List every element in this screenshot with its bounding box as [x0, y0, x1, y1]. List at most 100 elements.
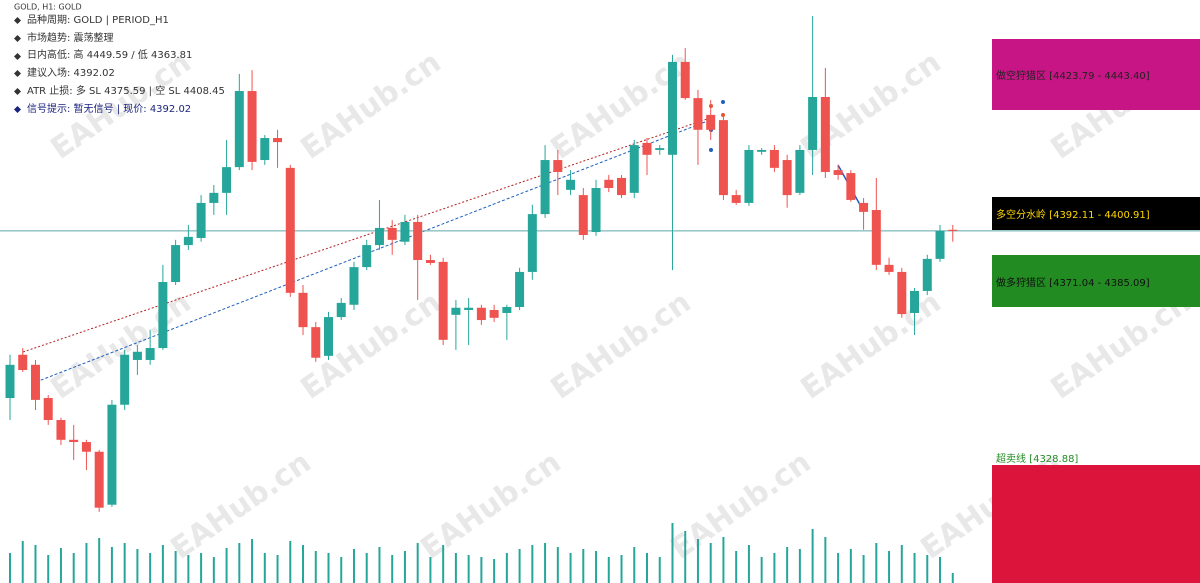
candle-body — [222, 167, 232, 193]
candle-body — [209, 192, 219, 203]
candle-body — [120, 354, 130, 405]
bullet-shape — [14, 35, 21, 43]
candle-body — [476, 307, 486, 321]
candle-body — [234, 91, 244, 168]
candle-body — [387, 227, 397, 240]
candle-body — [94, 451, 104, 508]
bullet-shape — [14, 105, 21, 113]
candle-body — [298, 292, 308, 328]
candle-body — [846, 173, 856, 200]
watermark: EAHub.cn — [665, 445, 818, 567]
bullet-shape — [14, 17, 21, 25]
bullet — [14, 52, 21, 60]
watermark: EAHub.cn — [795, 285, 948, 407]
candle-body — [515, 271, 525, 308]
candle-body — [260, 138, 270, 161]
candle-body — [948, 229, 958, 231]
candle-body — [718, 120, 728, 196]
candle-body — [400, 221, 410, 242]
info-line: 建议入场: 4392.02 — [14, 65, 225, 83]
candle-body — [311, 327, 321, 358]
info-text: 日内高低: 高 4449.59 / 低 4363.81 — [27, 50, 193, 62]
candle-body — [464, 307, 474, 310]
candle-body — [158, 282, 168, 349]
candle-body — [527, 214, 537, 272]
candle-body — [69, 439, 79, 443]
candle-body — [30, 364, 40, 400]
candle-body — [374, 227, 384, 246]
bullet-shape — [14, 70, 21, 78]
info-line: 信号提示: 暂无信号 | 现价: 4392.02 — [14, 101, 225, 119]
candle-body — [897, 271, 907, 315]
bullet — [14, 88, 21, 96]
candle-body — [285, 167, 295, 293]
candle-body — [171, 245, 181, 283]
info-text: 市场趋势: 震荡整理 — [27, 32, 114, 44]
candle-body — [680, 61, 690, 99]
trend-line — [22, 117, 711, 353]
watermark: EAHub.cn — [295, 45, 448, 167]
candle-body — [132, 351, 142, 360]
bullet — [14, 17, 21, 25]
candle-body — [782, 160, 792, 196]
candle-body — [324, 317, 333, 356]
info-line: 日内高低: 高 4449.59 / 低 4363.81 — [14, 47, 225, 65]
candle-body — [642, 142, 652, 155]
candle-body — [922, 258, 932, 291]
candle-body — [795, 149, 805, 193]
candle-body — [591, 188, 601, 233]
zone-label: 做多狩猎区 [4371.04 - 4385.09] — [992, 255, 1200, 307]
candle-body — [451, 307, 461, 315]
bullet — [14, 35, 21, 43]
info-text: ATR 止损: 多 SL 4375.59 | 空 SL 4408.45 — [27, 85, 225, 97]
candle-body — [871, 210, 881, 265]
candle-body — [43, 398, 53, 421]
candle-body — [617, 177, 627, 196]
info-line: 品种周期: GOLD | PERIOD_H1 — [14, 12, 225, 30]
info-line: ATR 止损: 多 SL 4375.59 | 空 SL 4408.45 — [14, 83, 225, 101]
candle-body — [349, 267, 359, 305]
info-text: 品种周期: GOLD | PERIOD_H1 — [27, 15, 169, 26]
candle-body — [56, 420, 66, 440]
candle-body — [706, 114, 716, 130]
candle-body — [731, 195, 741, 203]
candle-body — [769, 149, 779, 168]
candle-body — [935, 230, 945, 259]
candle-body — [693, 98, 703, 130]
candle-body — [884, 264, 894, 272]
bullet — [14, 70, 21, 78]
watermark: EAHub.cn — [795, 45, 948, 167]
candle-body — [273, 138, 283, 143]
candle-body — [859, 202, 869, 212]
candle-body — [833, 170, 843, 175]
watermark: EAHub.cn — [165, 445, 318, 567]
candle-body — [196, 202, 206, 238]
candle-body — [502, 307, 512, 313]
candle-body — [553, 160, 563, 172]
candle-body — [107, 404, 117, 505]
info-panel: 品种周期: GOLD | PERIOD_H1 市场趋势: 震荡整理日内高低: 高 … — [14, 12, 225, 118]
candle-body — [5, 364, 15, 399]
candle-body — [667, 61, 677, 155]
candle-body — [425, 260, 435, 263]
candle-body — [438, 261, 448, 340]
zone-label: 多空分水岭 [4392.11 - 4400.91] — [992, 197, 1200, 230]
bullet-shape — [14, 88, 21, 96]
candle-body — [145, 348, 155, 360]
zone-box — [992, 465, 1200, 583]
candle-body — [489, 309, 499, 318]
candle-body — [413, 221, 423, 260]
candle-body — [820, 96, 830, 172]
candle-body — [540, 160, 550, 215]
candle-body — [247, 91, 257, 162]
candle-body — [655, 148, 665, 150]
bullet-shape — [14, 52, 21, 60]
candle-body — [629, 145, 639, 193]
candle-body — [910, 290, 920, 313]
chart-title: GOLD, H1: GOLD — [14, 3, 82, 12]
candle-body — [757, 149, 767, 152]
candle-body — [18, 354, 28, 371]
bullet — [14, 105, 21, 113]
zone-label: 做空狩猎区 [4423.79 - 4443.40] — [992, 39, 1200, 110]
